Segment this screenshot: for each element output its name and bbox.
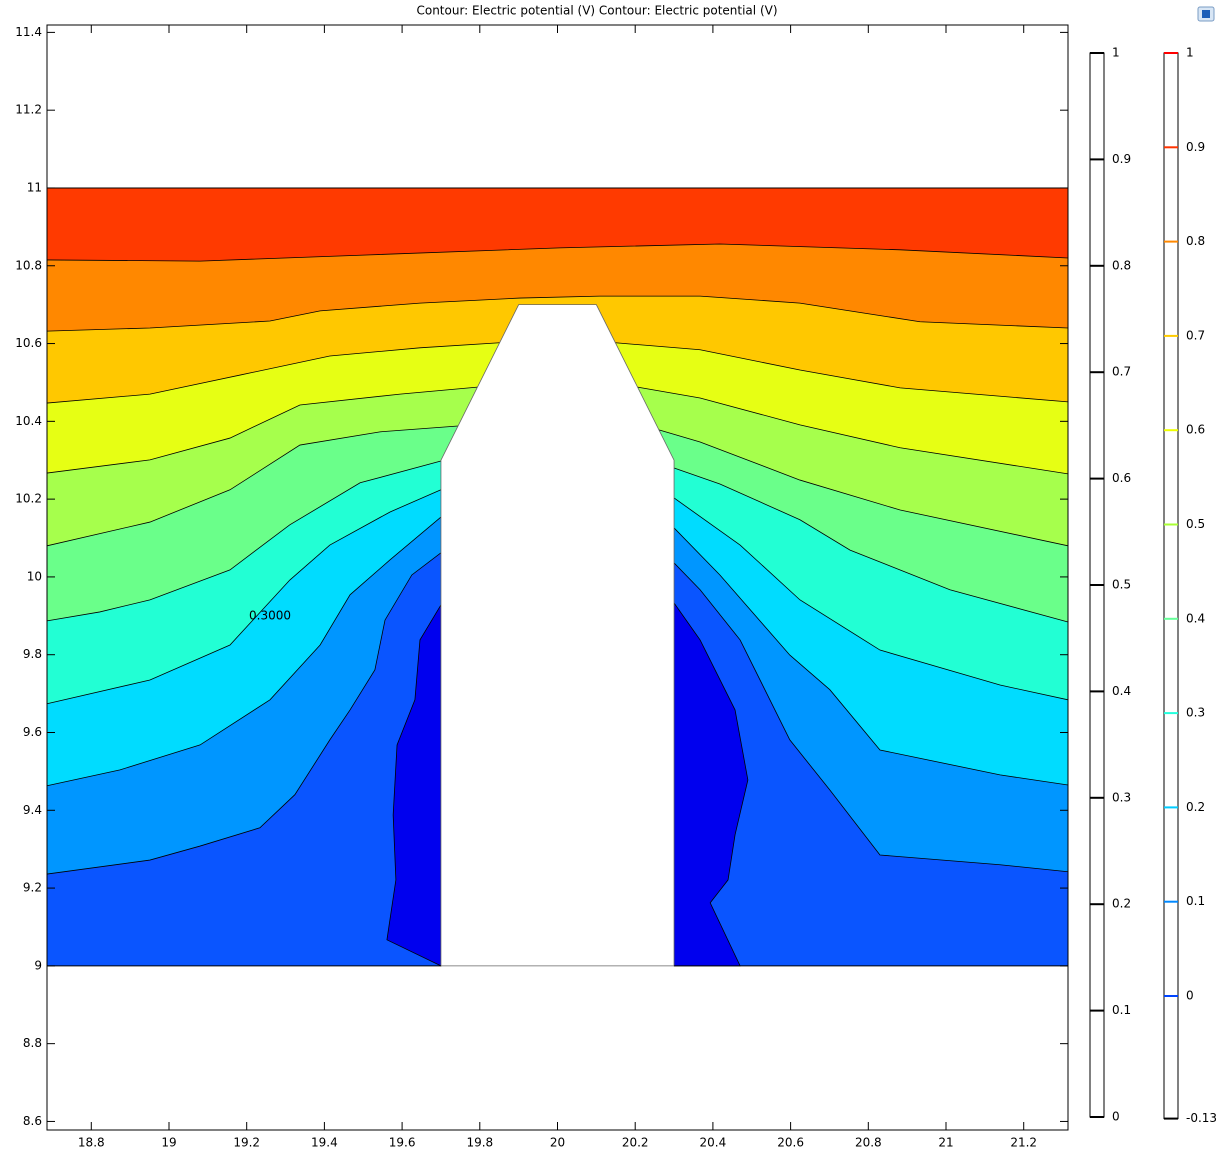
y-tick-label: 10.8 — [15, 258, 42, 272]
contour-band — [47, 187, 1068, 262]
y-tick-label: 10.6 — [15, 336, 42, 350]
x-tick-label: 19 — [161, 1136, 176, 1150]
contour-line — [46, 243, 1069, 262]
colorbar-tick-label: 0.1 — [1112, 1003, 1131, 1017]
colorbar-tick-label: 0.6 — [1112, 471, 1131, 485]
y-tick-label: 11.4 — [15, 25, 42, 39]
x-tick-label: 20 — [550, 1136, 565, 1150]
x-tick-label: 19.2 — [233, 1136, 260, 1150]
contour-line — [46, 489, 1069, 705]
colorbar-tick-label: 0 — [1112, 1110, 1120, 1124]
chart-title: Contour: Electric potential (V) Contour:… — [416, 4, 777, 18]
x-tick-label: 20.4 — [700, 1136, 727, 1150]
plot-area — [46, 187, 1069, 967]
colorbar-tick-label: 0.9 — [1186, 140, 1205, 154]
colorbar-tick-label: 0.3 — [1186, 706, 1205, 720]
y-tick-label: 10 — [27, 569, 42, 583]
contour-line — [46, 386, 1069, 475]
x-tick-label: 18.8 — [78, 1136, 105, 1150]
colorbar-tick-label: 0.4 — [1186, 611, 1205, 625]
y-tick-label: 8.6 — [23, 1114, 42, 1128]
contour-line — [46, 425, 1069, 547]
colorbar-tick-label: 0.7 — [1186, 328, 1205, 342]
y-tick-label: 9.6 — [23, 725, 42, 739]
y-tick-label: 9.2 — [23, 881, 42, 895]
colorbar-tick-label: 0.3 — [1112, 790, 1131, 804]
contour-label: 0.3000 — [249, 608, 291, 622]
colorbar-tick-label: 1 — [1112, 46, 1120, 60]
contour-band — [386, 602, 748, 966]
colorbar-tick-label: 0.2 — [1186, 800, 1205, 814]
colorbar-tick-label: 0.5 — [1112, 578, 1131, 592]
y-tick-label: 11 — [27, 180, 42, 194]
x-tick-label: 21 — [938, 1136, 953, 1150]
x-tick-label: 19.8 — [466, 1136, 493, 1150]
contour-line — [46, 516, 1069, 787]
x-tick-label: 20.8 — [855, 1136, 882, 1150]
toolbar-icon[interactable] — [1197, 6, 1215, 22]
colorbar-tick-label: 0.1 — [1186, 894, 1205, 908]
y-tick-label: 9.4 — [23, 803, 42, 817]
icon-glyph[interactable] — [1202, 10, 1210, 18]
contour-line — [46, 552, 1069, 875]
colorbar-tick-label: 0.7 — [1112, 365, 1131, 379]
colorbar-tick-label: 0.2 — [1112, 897, 1131, 911]
x-tick-label: 19.6 — [389, 1136, 416, 1150]
colorbar-tick-label: 0.8 — [1186, 234, 1205, 248]
x-tick-label: 20.2 — [622, 1136, 649, 1150]
y-tick-label: 8.8 — [23, 1036, 42, 1050]
y-tick-label: 10.2 — [15, 492, 42, 506]
x-tick-label: 19.4 — [311, 1136, 338, 1150]
colorbar — [1163, 52, 1179, 1120]
colorbar-tick-label: 0.9 — [1112, 152, 1131, 166]
y-tick-label: 9 — [34, 958, 42, 972]
x-tick-label: 21.2 — [1010, 1136, 1037, 1150]
colorbar-tick-label: 0.4 — [1112, 684, 1131, 698]
y-tick-label: 10.4 — [15, 414, 42, 428]
colorbar-tick-label: 1 — [1186, 46, 1194, 60]
colorbar-tick-label: 0.8 — [1112, 258, 1131, 272]
contour-line — [46, 295, 1069, 332]
contour-line — [46, 460, 1069, 623]
y-tick-label: 11.2 — [15, 103, 42, 117]
colorbar-tick-label: 0.6 — [1186, 423, 1205, 437]
colorbar-tick-label: 0.5 — [1186, 517, 1205, 531]
colorbar-tick-label: 0 — [1186, 989, 1194, 1003]
colorbar-tick-label: -0.13 — [1186, 1111, 1217, 1125]
x-tick-label: 20.6 — [777, 1136, 804, 1150]
contour-line — [46, 342, 1069, 404]
y-tick-label: 9.8 — [23, 647, 42, 661]
geometry-hole — [440, 304, 675, 967]
